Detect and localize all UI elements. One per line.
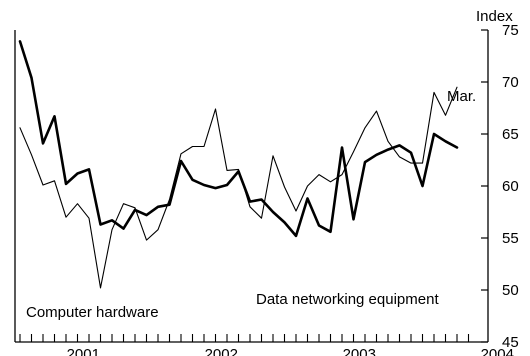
- y-tick-label: 60: [502, 178, 519, 195]
- y-tick-label: 75: [502, 22, 519, 39]
- x-tick-label: 2004: [481, 346, 514, 356]
- x-tick-label: 2002: [205, 346, 238, 356]
- y-axis-unit-label: Index: [476, 8, 513, 25]
- series-layer: [18, 40, 459, 289]
- x-tick-label: 2003: [343, 346, 376, 356]
- series-label-data-networking: Data networking equipment: [256, 291, 439, 308]
- y-tick-label: 45: [502, 334, 519, 351]
- series-line-data-networking-equipment: [18, 40, 459, 238]
- x-axis-ticks: 2001 2002 2003 2004: [19, 334, 514, 356]
- y-tick-label: 55: [502, 230, 519, 247]
- y-tick-label: 70: [502, 74, 519, 91]
- x-tick-label: 2001: [67, 346, 100, 356]
- y-tick-label: 50: [502, 282, 519, 299]
- series-end-label: Mar.: [447, 88, 476, 105]
- series-label-computer-hardware: Computer hardware: [26, 304, 159, 321]
- y-tick-label: 65: [502, 126, 519, 143]
- series-line-computer-hardware: [19, 86, 458, 289]
- y-axis-ticks: 45 50 55 60 65 70 75: [481, 22, 519, 351]
